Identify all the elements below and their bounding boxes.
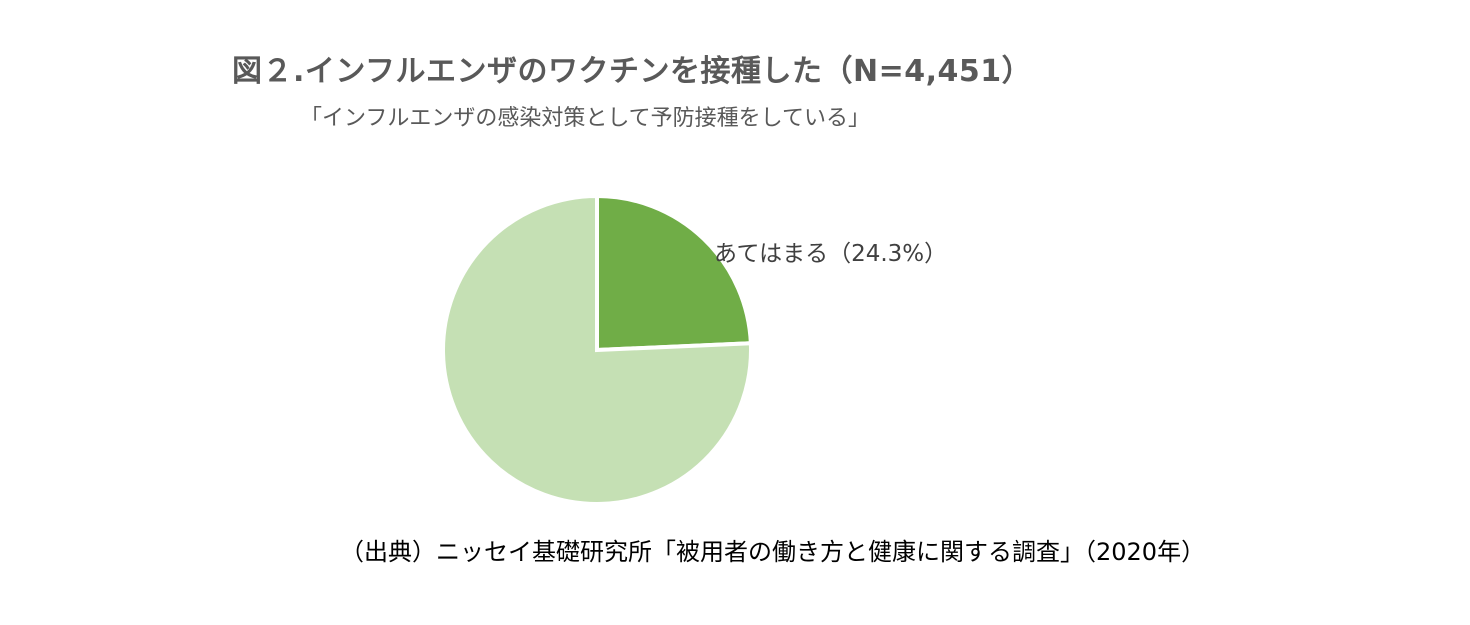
pie-slices bbox=[441, 193, 753, 506]
pie-slice-label-0: あてはまる（24.3%） bbox=[714, 241, 947, 267]
pie-slice-1 bbox=[441, 193, 753, 506]
pie-labels: あてはまる（24.3%） bbox=[714, 241, 947, 267]
chart-subtitle: 「インフルエンザの感染対策として予防接種をしている」 bbox=[300, 106, 871, 131]
chart-title: 図２.インフルエンザのワクチンを接種した（N=4,451） bbox=[232, 54, 1033, 89]
source-note: （出典）ニッセイ基礎研究所「被用者の働き方と健康に関する調査」（2020年） bbox=[340, 538, 1206, 566]
pie-slice-0 bbox=[595, 193, 753, 353]
